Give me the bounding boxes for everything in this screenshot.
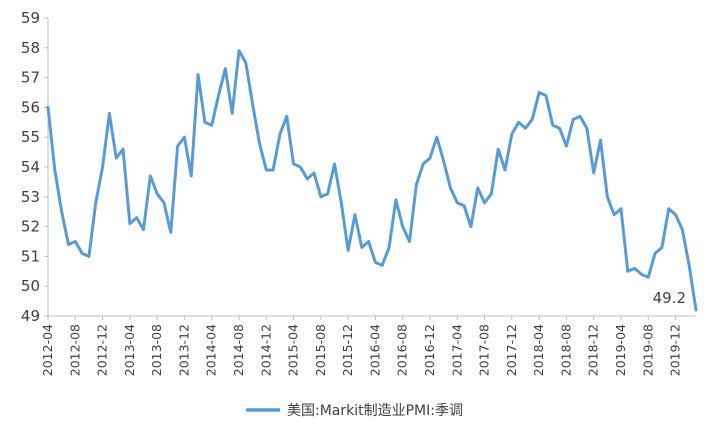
x-tick-label: 2019-12: [668, 324, 683, 376]
y-tick-label: 55: [21, 128, 40, 146]
y-tick-label: 51: [21, 247, 40, 265]
x-axis: 2012-04 2012-08 2012-12 2013-04 2013-08 2013-…: [40, 315, 696, 376]
x-tick-label: 2017-08: [477, 324, 492, 376]
x-tick-label: 2013-12: [176, 324, 191, 376]
plot-area: [46, 49, 698, 312]
x-tick-label: 2016-08: [395, 324, 410, 376]
x-tick-label: 2014-12: [258, 324, 273, 376]
x-tick-label: 2019-04: [613, 324, 628, 376]
x-tick-label: 2017-12: [504, 324, 519, 376]
x-tick-label: 2014-04: [204, 324, 219, 376]
legend-label: 美国:Markit制造业PMI:季调: [287, 403, 463, 419]
x-tick-label: 2015-12: [340, 324, 355, 376]
y-tick-label: 57: [21, 69, 40, 87]
y-axis: 49 50 51 52 53 54 55 56 57 58 59: [21, 9, 49, 325]
data-label-last: 49.2: [653, 289, 686, 307]
annotations: 49.2: [653, 289, 686, 307]
y-tick-label: 53: [21, 188, 40, 206]
x-tick-label: 2015-04: [286, 324, 301, 376]
x-tick-label: 2012-12: [95, 324, 110, 376]
x-tick-label: 2017-04: [449, 324, 464, 376]
x-tick-label: 2015-08: [313, 324, 328, 376]
x-tick-label: 2019-08: [640, 324, 655, 376]
series-line-pmi: [46, 49, 698, 312]
x-tick-label: 2018-08: [558, 324, 573, 376]
x-tick-label: 2016-04: [367, 324, 382, 376]
y-tick-label: 56: [21, 98, 40, 116]
x-tick-label: 2012-04: [40, 324, 55, 376]
x-tick-label: 2013-08: [149, 324, 164, 376]
legend: 美国:Markit制造业PMI:季调: [246, 403, 463, 419]
x-tick-label: 2016-12: [422, 324, 437, 376]
x-tick-label: 2012-08: [67, 324, 82, 376]
x-tick-label: 2014-08: [231, 324, 246, 376]
y-tick-label: 49: [21, 307, 40, 325]
y-tick-label: 50: [21, 277, 40, 295]
x-tick-label: 2013-04: [122, 324, 137, 376]
x-tick-label: 2018-12: [586, 324, 601, 376]
y-tick-label: 54: [21, 158, 40, 176]
y-tick-label: 58: [21, 39, 40, 57]
y-tick-label: 52: [21, 218, 40, 236]
y-tick-label: 59: [21, 9, 40, 27]
x-tick-label: 2018-04: [531, 324, 546, 376]
